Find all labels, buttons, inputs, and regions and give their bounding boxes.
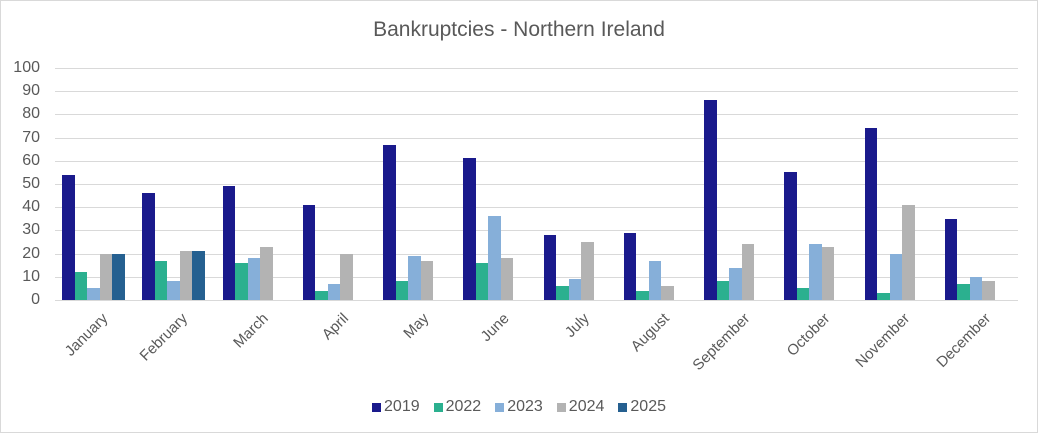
bar-2024-may [420,260,433,300]
bar-2023-april [327,283,341,300]
bar-2024-february [179,251,193,300]
bar-2023-november [889,253,902,300]
bar-2019-august [623,232,637,300]
bar-2023-september [729,267,742,300]
bar-2019-october [784,172,797,300]
y-tick-label: 0 [31,291,40,308]
bar-2025-january [112,253,125,300]
legend-swatch [433,402,443,412]
bar-2019-september [704,100,717,300]
bar-2022-april [315,290,328,300]
y-tick-label: 40 [22,198,40,216]
bar-2019-february [142,193,155,300]
bar-2019-may [383,144,396,300]
y-tick-label: 70 [22,128,40,146]
bar-2022-december [957,283,970,300]
bar-2023-february [167,281,180,300]
y-tick-label: 90 [22,82,40,100]
bar-2023-december [969,276,983,300]
legend-item-2022: 2022 [433,398,482,416]
legend-swatch [618,402,628,412]
legend: 2019 2022 2023 2024 2025 [0,398,1038,416]
gridline [55,300,1018,301]
bar-2025-february [192,251,205,300]
legend-item-2019: 2019 [372,398,420,416]
bar-2024-september [741,244,754,300]
legend-label: 2019 [384,398,420,415]
legend-label: 2024 [568,398,605,415]
bar-2024-january [99,253,112,300]
bar-2023-may [408,255,421,300]
bar-2024-july [581,242,594,300]
legend-label: 2025 [630,398,666,415]
bar-2019-november [864,128,877,300]
bar-2022-july [556,286,569,300]
legend-swatch [372,402,382,412]
gridline [55,276,1018,278]
bar-2023-july [568,279,581,300]
y-tick-label: 50 [22,175,40,192]
bar-2024-june [500,258,514,300]
bar-2024-december [982,281,995,300]
gridline [55,160,1018,162]
bar-2024-march [260,246,273,300]
bar-2019-january [62,174,75,300]
y-tick-label: 20 [22,244,40,262]
legend-label: 2022 [445,398,482,415]
bar-2019-march [222,186,235,300]
gridline [55,253,1018,255]
bar-2024-november [902,204,915,300]
bar-2023-march [247,258,260,300]
legend-label: 2023 [507,398,543,415]
bar-2023-june [488,216,501,300]
legend-swatch [495,402,505,412]
gridline [55,230,1018,232]
bar-2022-february [154,260,168,300]
gridline [55,114,1018,116]
bar-2019-april [302,204,316,300]
chart-title: Bankruptcies - Northern Ireland [373,18,665,41]
bar-2024-april [340,253,353,300]
bar-2019-december [944,218,958,300]
y-tick-label: 10 [22,267,40,285]
bar-2023-august [648,260,662,300]
bar-2023-january [87,288,100,300]
bar-2022-august [636,290,649,300]
bar-2024-october [821,246,835,300]
bar-2022-may [395,281,408,300]
y-tick-label: 80 [22,105,40,123]
y-tick-label: 100 [13,59,40,76]
bar-2019-july [543,235,556,300]
bar-2022-june [475,262,489,300]
gridline [55,184,1018,185]
legend-item-2025: 2025 [618,398,666,416]
gridline [55,137,1018,139]
legend-item-2024: 2024 [556,398,605,416]
gridline [55,91,1018,93]
legend-item-2023: 2023 [495,398,543,416]
bar-2023-october [809,244,822,300]
gridline [55,207,1018,209]
bar-2022-january [74,272,87,300]
y-tick-label: 60 [22,151,40,169]
bar-2022-november [877,293,890,300]
bar-2022-september [716,281,729,300]
bar-2019-june [463,158,476,300]
bar-2024-august [661,286,674,300]
bar-2022-october [796,288,810,300]
gridline [55,68,1018,69]
bar-2022-march [235,262,248,300]
y-tick-label: 30 [22,221,40,239]
legend-swatch [556,402,566,412]
